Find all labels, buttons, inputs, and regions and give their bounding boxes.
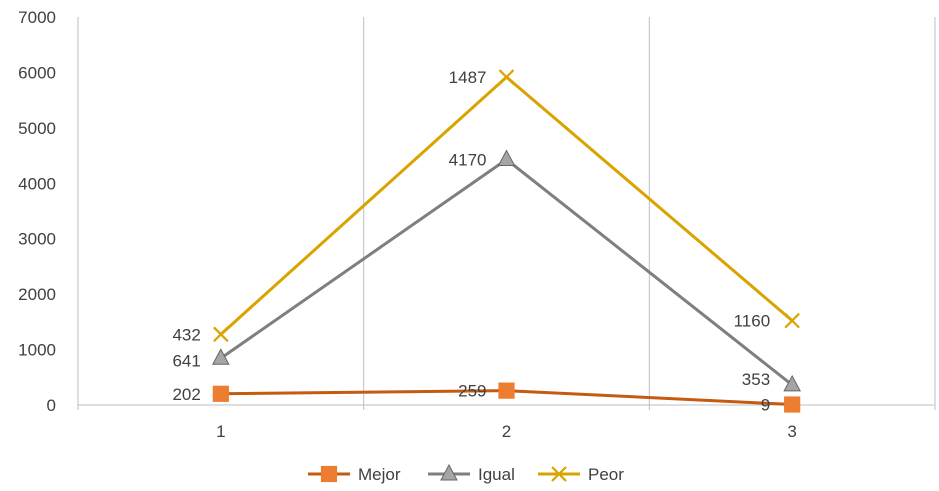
data-label: 9 <box>761 396 770 415</box>
point-marker-igual <box>783 374 802 392</box>
y-tick-label: 0 <box>47 396 56 415</box>
data-label: 4170 <box>449 151 487 170</box>
data-label: 202 <box>172 385 200 404</box>
legend-label: Igual <box>478 465 515 484</box>
point-marker-mejor <box>212 385 229 402</box>
series-igual <box>211 149 802 392</box>
point-marker-mejor <box>784 396 801 413</box>
y-tick-label: 5000 <box>18 119 56 138</box>
point-marker-peor <box>498 69 515 85</box>
point-marker-peor <box>784 312 800 329</box>
y-tick-label: 3000 <box>18 230 56 249</box>
y-tick-label: 7000 <box>18 8 56 27</box>
y-tick-label: 1000 <box>18 341 56 360</box>
data-label: 1160 <box>734 312 771 331</box>
legend-marker-icon <box>320 465 338 483</box>
data-label: 641 <box>172 351 200 370</box>
series-mejor <box>212 382 801 413</box>
y-axis: 0 1000 2000 3000 4000 5000 6000 7000 <box>18 8 56 415</box>
point-marker-igual <box>497 149 516 167</box>
data-labels: 202 259 9 641 4170 353 432 1487 1160 <box>172 68 770 414</box>
point-marker-igual <box>211 348 230 365</box>
legend-item-mejor[interactable]: Mejor <box>308 465 401 484</box>
data-label: 259 <box>458 382 486 401</box>
point-marker-mejor <box>498 382 515 399</box>
x-tick-label: 1 <box>216 422 225 441</box>
legend[interactable]: Mejor Igual Peor <box>308 463 624 484</box>
legend-item-igual[interactable]: Igual <box>428 463 515 484</box>
series-line-peor <box>219 75 794 336</box>
legend-label: Peor <box>588 465 624 484</box>
x-tick-label: 3 <box>787 422 796 441</box>
legend-label: Mejor <box>358 465 401 484</box>
y-tick-label: 4000 <box>18 174 56 193</box>
x-tick-label: 2 <box>502 422 511 441</box>
x-axis: 1 2 3 <box>77 404 936 441</box>
legend-marker-icon <box>440 463 458 481</box>
grid <box>77 17 936 405</box>
series-layer <box>211 69 802 413</box>
data-label: 353 <box>742 370 770 389</box>
legend-item-peor[interactable]: Peor <box>538 465 624 484</box>
point-marker-peor <box>213 326 229 343</box>
data-label: 1487 <box>449 68 487 87</box>
legend-marker-icon <box>551 466 567 482</box>
data-label: 432 <box>172 325 200 344</box>
y-tick-label: 6000 <box>18 63 56 82</box>
series-peor <box>213 69 800 343</box>
series-line-igual <box>219 158 794 387</box>
y-tick-label: 2000 <box>18 285 56 304</box>
